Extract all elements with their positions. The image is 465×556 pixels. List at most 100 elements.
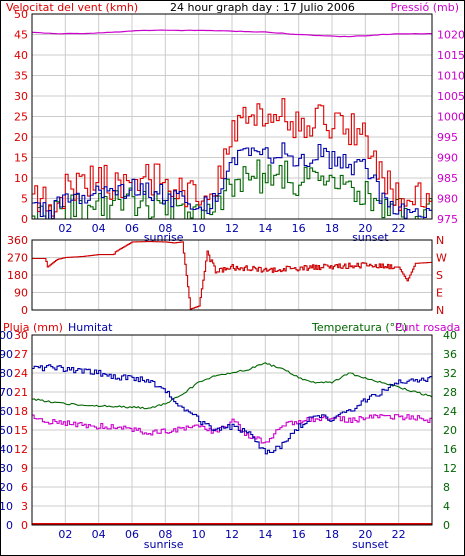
humidity-x-tick-label: 06: [125, 528, 139, 541]
rain-tick-label: 27: [14, 348, 28, 361]
sunrise-label-top: sunrise: [144, 231, 184, 244]
humidity-tick-label: 10: [0, 500, 13, 513]
temperature-tick-label: 20: [443, 424, 457, 437]
humidity-tick-label: 60: [0, 405, 13, 418]
sunset-label-top: sunset: [352, 231, 389, 244]
compass-label: N: [436, 234, 444, 247]
rain-tick-label: 30: [14, 329, 28, 342]
wind-tick-label: 25: [14, 111, 28, 124]
wind-tick-label: 5: [21, 193, 28, 206]
wind-tick-label: 10: [14, 172, 28, 185]
direction-tick-label: 180: [7, 269, 28, 282]
direction-line: [32, 241, 432, 310]
wind-x-tick-label: 06: [125, 222, 139, 235]
pressure-tick-label: 1005: [437, 90, 465, 103]
direction-panel-grid: [32, 240, 432, 310]
humidity-tick-label: 50: [0, 424, 13, 437]
wind-panel-series: [31, 29, 433, 220]
axis-tick-labels: 0510152025303540455097598098599099510001…: [0, 8, 465, 551]
wind-tick-label: 40: [14, 49, 28, 62]
rain-axis-title: Pluja (mm): [3, 321, 63, 334]
pressure-tick-label: 1015: [437, 49, 465, 62]
rain-tick-label: 9: [21, 462, 28, 475]
pressure-axis-title: Pressió (mb): [390, 1, 459, 14]
humidity-tick-label: 100: [0, 329, 13, 342]
direction-panel-series: [32, 241, 432, 310]
wind-x-tick-label: 18: [325, 222, 339, 235]
sunset-label-bottom: sunset: [352, 538, 389, 551]
humidity-x-tick-label: 10: [192, 528, 206, 541]
humidity-x-tick-label: 14: [258, 528, 272, 541]
rain-tick-label: 15: [14, 424, 28, 437]
wind-x-tick-label: 16: [292, 222, 306, 235]
wind-x-tick-label: 08: [158, 222, 172, 235]
wind-x-tick-label: 04: [92, 222, 106, 235]
wind-x-tick-label: 10: [192, 222, 206, 235]
rain-tick-label: 21: [14, 386, 28, 399]
sunrise-label-bottom: sunrise: [144, 538, 184, 551]
temperature-axis-title: Temperatura (°C): [311, 321, 407, 334]
direction-tick-label: 90: [14, 287, 28, 300]
wind-panel-frame: [31, 13, 433, 220]
temperature-tick-label: 36: [443, 348, 457, 361]
rain-tick-label: 3: [21, 500, 28, 513]
humidity-x-tick-label: 02: [58, 528, 72, 541]
wind-speed-axis-title: Velocitat del vent (kmh): [6, 1, 138, 14]
direction-tick-label: 0: [21, 304, 28, 317]
graph-title: 24 hour graph day : 17 Julio 2006: [170, 1, 355, 14]
temperature-tick-label: 32: [443, 367, 457, 380]
humidity-x-tick-label: 12: [225, 528, 239, 541]
temperature-tick-label: 0: [443, 519, 450, 532]
rain-tick-label: 0: [21, 519, 28, 532]
wind-tick-label: 20: [14, 131, 28, 144]
wind-x-tick-label: 22: [392, 222, 406, 235]
pressure-tick-label: 1020: [437, 29, 465, 42]
pressure-tick-label: 980: [437, 193, 458, 206]
humidity-panel-series: [31, 362, 433, 525]
wind-tick-label: 30: [14, 90, 28, 103]
humidity-x-tick-label: 20: [358, 528, 372, 541]
pressure-tick-label: 995: [437, 131, 458, 144]
dewpoint-axis-title: Punt rosada: [395, 321, 460, 334]
humidity-line: [32, 364, 433, 455]
humidity-tick-label: 40: [0, 443, 13, 456]
temperature-tick-label: 4: [443, 500, 450, 513]
humidity-x-tick-label: 08: [158, 528, 172, 541]
pressure-tick-label: 975: [437, 213, 458, 226]
humidity-tick-label: 80: [0, 367, 13, 380]
pressure-line: [31, 29, 432, 38]
wind-series-1: [32, 98, 433, 217]
humidity-tick-label: 30: [0, 462, 13, 475]
direction-tick-label: 360: [7, 234, 28, 247]
humidity-tick-label: 0: [6, 519, 13, 532]
compass-label: N: [436, 304, 444, 317]
humidity-x-tick-label: 04: [92, 528, 106, 541]
temperature-tick-label: 24: [443, 405, 457, 418]
wind-series-2: [32, 142, 433, 220]
pressure-tick-label: 1010: [437, 70, 465, 83]
compass-label: W: [436, 252, 447, 265]
humidity-x-tick-label: 16: [292, 528, 306, 541]
wind-tick-label: 0: [21, 213, 28, 226]
compass-label: S: [436, 269, 443, 282]
temperature-tick-label: 28: [443, 386, 457, 399]
humidity-x-tick-label: 18: [325, 528, 339, 541]
wind-x-tick-label: 20: [358, 222, 372, 235]
pressure-tick-label: 985: [437, 172, 458, 185]
direction-panel-frame: [31, 239, 433, 311]
wind-tick-label: 50: [14, 8, 28, 21]
wind-x-tick-label: 14: [258, 222, 272, 235]
wind-x-tick-label: 12: [225, 222, 239, 235]
humidity-tick-label: 20: [0, 481, 13, 494]
temperature-line: [31, 362, 433, 410]
humidity-axis-title: Humitat: [68, 321, 113, 334]
pressure-tick-label: 990: [437, 152, 458, 165]
wind-tick-label: 45: [14, 29, 28, 42]
rain-tick-label: 24: [14, 367, 28, 380]
humidity-tick-label: 70: [0, 386, 13, 399]
rain-tick-label: 12: [14, 443, 28, 456]
direction-tick-label: 270: [7, 252, 28, 265]
humidity-tick-label: 90: [0, 348, 13, 361]
